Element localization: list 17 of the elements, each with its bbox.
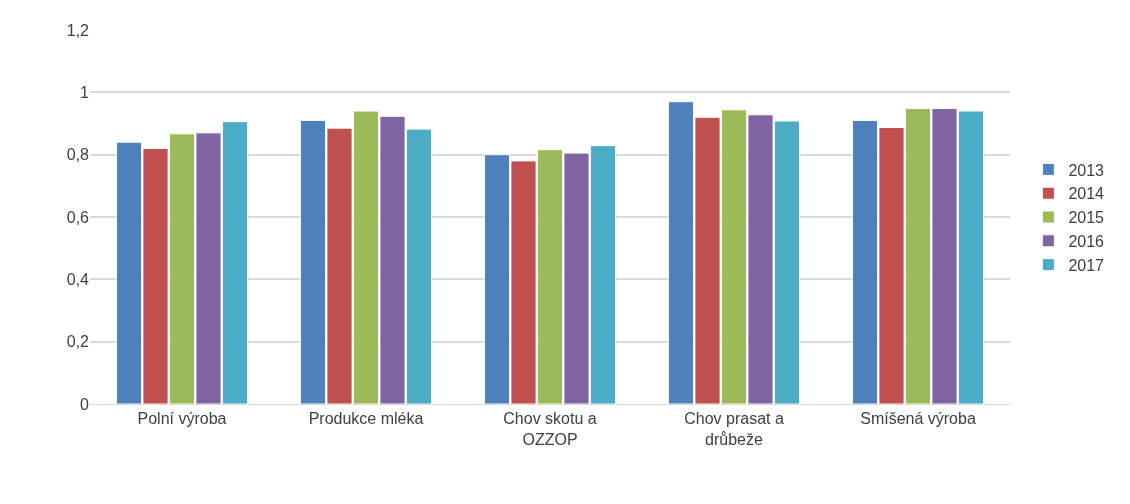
x-tick-label: Produkce mléka <box>308 410 424 428</box>
y-tick-label: 0 <box>80 395 90 413</box>
legend-label: 2014 <box>1068 185 1105 203</box>
y-tick-label: 0,4 <box>66 270 90 288</box>
y-tick-label: 1,2 <box>66 21 90 39</box>
legend-label: 2015 <box>1068 209 1105 227</box>
y-tick-label: 1 <box>80 83 90 101</box>
x-tick-label: Chov prasat a drůbeže <box>684 410 784 448</box>
y-tick-label: 0,8 <box>66 146 90 164</box>
y-tick-label: 0,6 <box>66 208 90 226</box>
x-tick-label: Chov skotu a OZZOP <box>503 410 597 448</box>
legend-label: 2017 <box>1068 256 1105 274</box>
x-tick-label: Polní výroba <box>137 410 227 428</box>
legend-label: 2016 <box>1068 233 1105 251</box>
y-tick-label: 0,2 <box>66 333 90 351</box>
legend-label: 2013 <box>1068 161 1105 179</box>
x-tick-label: Smíšená výroba <box>860 410 976 428</box>
